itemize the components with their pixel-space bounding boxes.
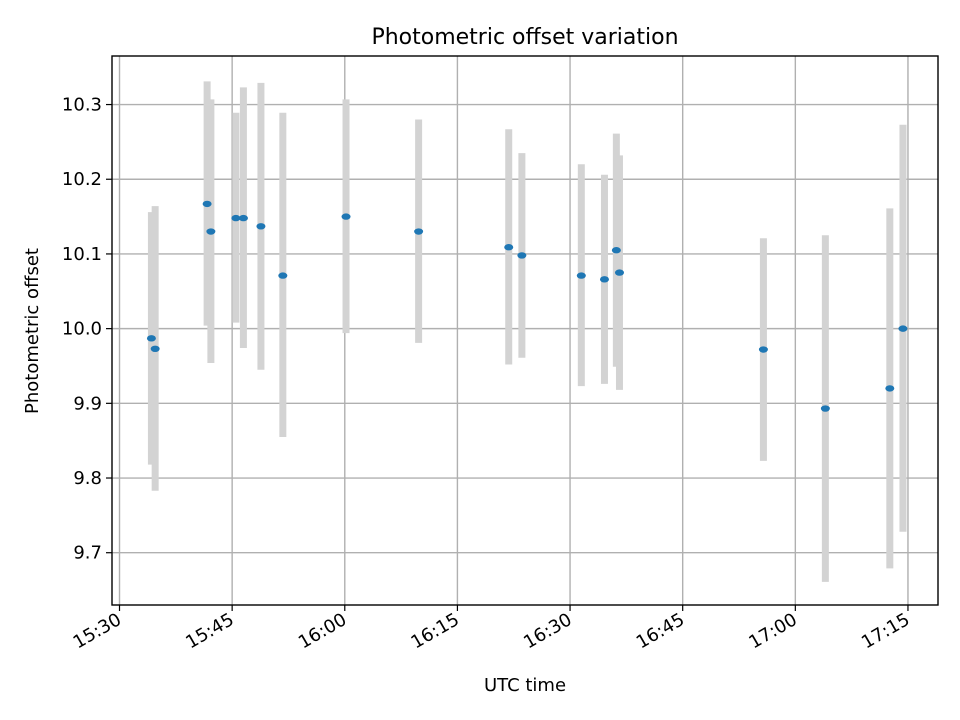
data-point <box>202 200 212 208</box>
data-point <box>504 244 514 251</box>
data-point <box>898 325 908 332</box>
chart-title: Photometric offset variation <box>371 25 678 50</box>
y-tick-label: 10.2 <box>62 169 102 190</box>
plot-frame <box>111 55 939 606</box>
y-axis-label: Photometric offset <box>22 248 43 414</box>
y-axis-ticks: 9.7 9.8 9.9 10.0 10.1 10.2 10.3 <box>62 95 112 564</box>
data-point <box>146 335 156 342</box>
data-point <box>341 213 351 220</box>
data-point <box>414 228 424 235</box>
data-point <box>599 276 609 283</box>
data-point <box>614 269 624 276</box>
data-point <box>576 272 586 279</box>
data-point <box>278 272 288 279</box>
y-tick-label: 10.0 <box>62 319 102 340</box>
data-point <box>206 228 216 235</box>
data-point <box>150 345 160 352</box>
y-tick-label: 10.3 <box>62 95 102 116</box>
data-point <box>611 247 621 254</box>
y-tick-label: 10.1 <box>62 244 102 265</box>
y-tick-label: 9.7 <box>73 543 102 564</box>
data-points <box>146 200 908 412</box>
data-point <box>231 214 241 222</box>
data-point <box>238 214 248 222</box>
y-tick-label: 9.9 <box>73 393 102 414</box>
data-point <box>758 346 768 353</box>
x-axis-label: UTC time <box>484 675 566 696</box>
y-tick-label: 9.8 <box>73 468 102 489</box>
data-point <box>517 252 527 259</box>
data-point <box>820 405 830 412</box>
data-point <box>885 385 895 392</box>
data-point <box>256 223 266 230</box>
